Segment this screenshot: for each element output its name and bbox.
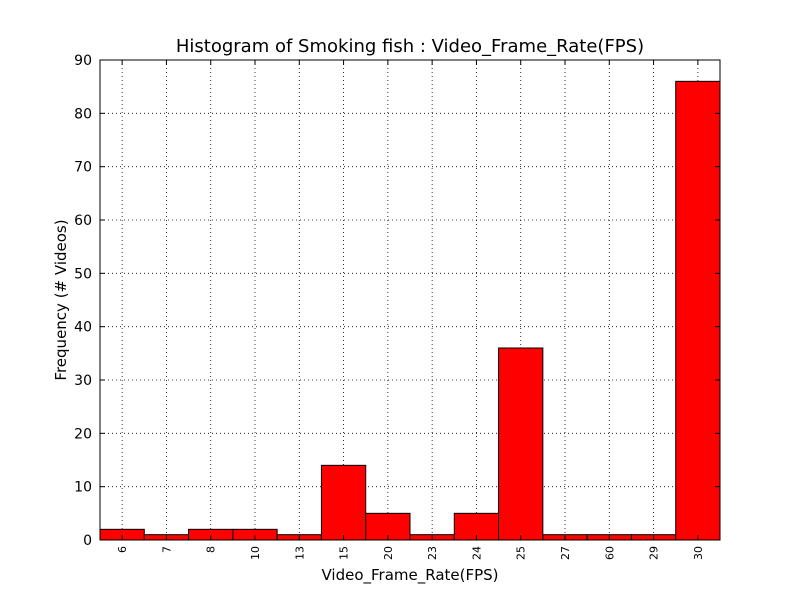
grid-lines (100, 60, 720, 540)
y-tick-label: 40 (74, 320, 92, 336)
y-tick-label: 50 (74, 266, 92, 282)
x-tick-label: 15 (338, 546, 351, 560)
x-tick-label: 30 (692, 546, 705, 560)
y-tick-label: 90 (74, 53, 92, 69)
y-tick-label: 30 (74, 373, 92, 389)
x-tick-label: 7 (160, 546, 173, 553)
x-tick-label: 29 (648, 546, 661, 560)
plot-frame (99, 59, 721, 541)
x-tick-label: 23 (426, 546, 439, 560)
chart-title: Histogram of Smoking fish : Video_Frame_… (176, 36, 644, 57)
y-tick-label: 60 (74, 213, 92, 229)
x-tick-label: 60 (603, 546, 616, 560)
y-tick-label: 70 (74, 160, 92, 176)
x-tick-label: 13 (293, 546, 306, 560)
x-axis-label: Video_Frame_Rate(FPS) (321, 566, 498, 585)
y-tick-label: 10 (74, 480, 92, 496)
y-tick-label: 80 (74, 106, 92, 122)
x-tick-label: 20 (382, 546, 395, 560)
y-tick-label: 20 (74, 426, 92, 442)
x-tick-label: 10 (249, 546, 262, 560)
x-tick-label: 25 (515, 546, 528, 560)
x-tick-label: 6 (116, 546, 129, 553)
bar-25 (498, 347, 544, 541)
y-axis-label: Frequency (# Videos) (52, 219, 70, 380)
y-tick-label: 0 (83, 533, 92, 549)
bar-15 (320, 464, 367, 541)
x-tick-label: 8 (205, 546, 218, 553)
axis-ticks: 0 10 20 30 40 50 60 70 80 90 6 7 8 10 13 15 20 23 24 25 27 60… (74, 53, 720, 560)
x-tick-label: 27 (559, 546, 572, 560)
bar-30 (675, 80, 721, 541)
x-tick-label: 24 (470, 546, 483, 560)
